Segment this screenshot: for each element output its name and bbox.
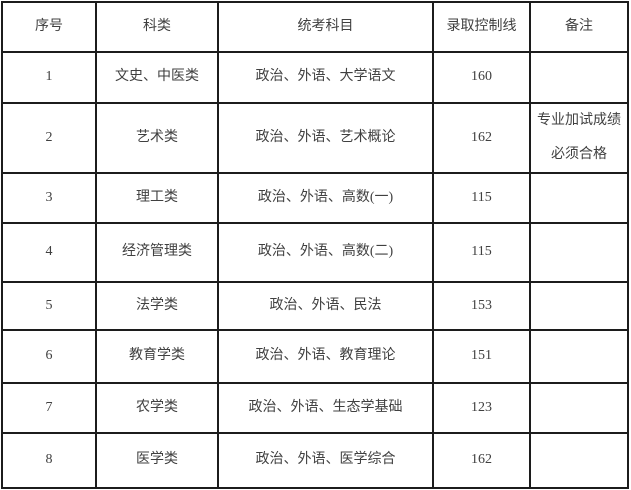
cell-cutoff: 160	[432, 51, 531, 104]
remark-line: 专业加试成绩	[537, 113, 621, 129]
cell-cutoff: 153	[432, 281, 531, 331]
cell-cutoff: 162	[432, 432, 531, 489]
cell-subjects: 政治、外语、高数(二)	[217, 222, 434, 283]
cell-no: 7	[1, 382, 97, 434]
cell-remark	[529, 329, 629, 384]
header-cell-cutoff: 录取控制线	[432, 1, 531, 53]
table-header-row: 序号 科类 统考科目 录取控制线 备注	[1, 1, 629, 53]
cell-no: 3	[1, 172, 97, 224]
cell-remark	[529, 432, 629, 489]
cell-category: 农学类	[95, 382, 219, 434]
cell-category: 文史、中医类	[95, 51, 219, 104]
cell-no: 2	[1, 102, 97, 174]
cell-subjects: 政治、外语、民法	[217, 281, 434, 331]
cell-category: 法学类	[95, 281, 219, 331]
cell-cutoff: 151	[432, 329, 531, 384]
cell-subjects: 政治、外语、医学综合	[217, 432, 434, 489]
header-cell-no: 序号	[1, 1, 97, 53]
cell-cutoff: 162	[432, 102, 531, 174]
table-row: 2 艺术类 政治、外语、艺术概论 162 专业加试成绩 必须合格	[1, 102, 629, 174]
cell-cutoff: 115	[432, 172, 531, 224]
cell-subjects: 政治、外语、艺术概论	[217, 102, 434, 174]
table-row: 4 经济管理类 政治、外语、高数(二) 115	[1, 222, 629, 283]
header-cell-category: 科类	[95, 1, 219, 53]
cell-remark	[529, 281, 629, 331]
cell-remark: 专业加试成绩 必须合格	[529, 102, 629, 174]
table-row: 3 理工类 政治、外语、高数(一) 115	[1, 172, 629, 224]
cell-no: 6	[1, 329, 97, 384]
cell-remark	[529, 51, 629, 104]
cell-subjects: 政治、外语、高数(一)	[217, 172, 434, 224]
table-row: 7 农学类 政治、外语、生态学基础 123	[1, 382, 629, 434]
header-cell-subjects: 统考科目	[217, 1, 434, 53]
table-row: 5 法学类 政治、外语、民法 153	[1, 281, 629, 331]
header-cell-remark: 备注	[529, 1, 629, 53]
cell-subjects: 政治、外语、生态学基础	[217, 382, 434, 434]
cell-category: 理工类	[95, 172, 219, 224]
cell-category: 艺术类	[95, 102, 219, 174]
cell-category: 医学类	[95, 432, 219, 489]
cell-category: 经济管理类	[95, 222, 219, 283]
cell-remark	[529, 222, 629, 283]
cell-remark	[529, 382, 629, 434]
cell-no: 5	[1, 281, 97, 331]
remark-line: 必须合格	[551, 147, 607, 162]
cell-subjects: 政治、外语、大学语文	[217, 51, 434, 104]
cell-subjects: 政治、外语、教育理论	[217, 329, 434, 384]
cell-no: 1	[1, 51, 97, 104]
cell-cutoff: 115	[432, 222, 531, 283]
cell-no: 4	[1, 222, 97, 283]
cell-no: 8	[1, 432, 97, 489]
cell-category: 教育学类	[95, 329, 219, 384]
cell-remark	[529, 172, 629, 224]
table-row: 8 医学类 政治、外语、医学综合 162	[1, 432, 629, 489]
table-row: 6 教育学类 政治、外语、教育理论 151	[1, 329, 629, 384]
table-row: 1 文史、中医类 政治、外语、大学语文 160	[1, 51, 629, 104]
cell-cutoff: 123	[432, 382, 531, 434]
